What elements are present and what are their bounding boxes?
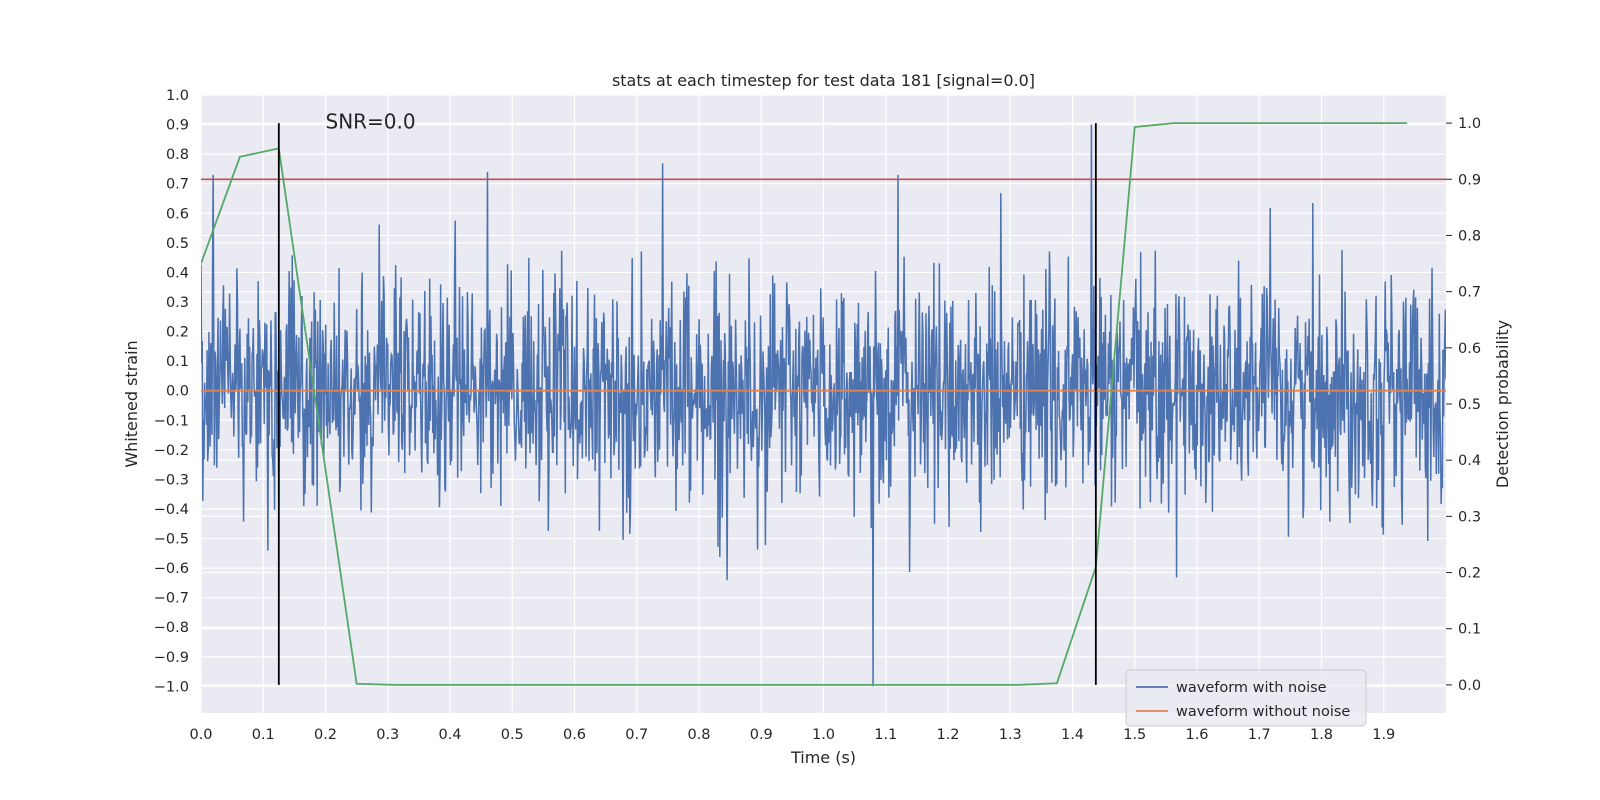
- series-detection-probability: [201, 122, 1408, 686]
- x-axis-ticks: 0.0 0.1 0.2 0.3 0.4 0.5 0.6 0.7 0.8 0.9 1.0 1.1 1.2 1…: [189, 727, 1395, 743]
- x-tick-label: 1.4: [1061, 727, 1084, 743]
- y-tick-label: −0.6: [154, 561, 189, 577]
- y2-tick-label: 0.6: [1458, 341, 1481, 357]
- y-tick-label: 0.6: [166, 206, 189, 222]
- y2-tick-label: 0.1: [1458, 622, 1481, 638]
- y2-axis-ticks: 1.0 0.9 0.8 0.7 0.6 0.5 0.4 0.3 0.2 0.1 0.0: [1446, 116, 1481, 694]
- markers-layer: [277, 123, 1097, 685]
- x-axis-label: Time (s): [790, 748, 856, 767]
- y-tick-label: −1.0: [154, 679, 189, 695]
- y2-tick-label: 0.7: [1458, 285, 1481, 301]
- y-tick-label: 0.8: [166, 147, 189, 163]
- x-tick-label: 1.9: [1372, 727, 1395, 743]
- x-tick-label: 0.4: [438, 727, 461, 743]
- y-tick-label: −0.3: [154, 472, 189, 488]
- y-axis-label: Whitened strain: [122, 340, 141, 467]
- x-tick-label: 0.7: [625, 727, 648, 743]
- y-tick-label: −0.5: [154, 532, 189, 548]
- x-tick-label: 0.1: [252, 727, 275, 743]
- y-tick-label: 0.1: [166, 354, 189, 370]
- x-tick-label: 1.2: [936, 727, 959, 743]
- y-tick-label: 0.3: [166, 295, 189, 311]
- x-tick-label: 0.9: [750, 727, 773, 743]
- y-tick-label: 0.5: [166, 236, 189, 252]
- legend-box: [1125, 669, 1367, 727]
- x-tick-label: 1.8: [1310, 727, 1333, 743]
- x-tick-label: 0.5: [501, 727, 524, 743]
- y-tick-label: 0.9: [166, 118, 189, 134]
- legend: waveform with noise waveform without nois…: [1125, 669, 1367, 727]
- chart-title: stats at each timestep for test data 181…: [612, 71, 1035, 90]
- y-tick-label: 0.4: [166, 265, 189, 281]
- y2-tick-label: 0.3: [1458, 509, 1481, 525]
- x-tick-label: 1.7: [1248, 727, 1271, 743]
- x-tick-label: 0.0: [189, 727, 212, 743]
- x-tick-label: 0.3: [376, 727, 399, 743]
- x-tick-label: 1.3: [999, 727, 1022, 743]
- y2-tick-label: 0.0: [1458, 678, 1481, 694]
- legend-label: waveform without noise: [1176, 704, 1350, 720]
- y2-axis-label: Detection probability: [1493, 320, 1512, 488]
- y-tick-label: −0.1: [154, 413, 189, 429]
- x-tick-label: 1.6: [1185, 727, 1208, 743]
- y-tick-label: 0.7: [166, 177, 189, 193]
- x-tick-label: 1.0: [812, 727, 835, 743]
- x-tick-label: 0.2: [314, 727, 337, 743]
- x-tick-label: 1.1: [874, 727, 897, 743]
- y2-tick-label: 0.2: [1458, 566, 1481, 582]
- y2-tick-label: 0.9: [1458, 172, 1481, 188]
- x-tick-label: 0.6: [563, 727, 586, 743]
- series-waveform-with-noise: [201, 124, 1446, 687]
- y-tick-label: −0.9: [154, 650, 189, 666]
- y-tick-label: −0.4: [154, 502, 189, 518]
- series-layer: [201, 122, 1446, 687]
- y2-tick-label: 1.0: [1458, 116, 1481, 132]
- y2-tick-label: 0.8: [1458, 228, 1481, 244]
- y-tick-label: −0.2: [154, 443, 189, 459]
- y-tick-label: −0.7: [154, 591, 189, 607]
- y-tick-label: 0.0: [166, 384, 189, 400]
- snr-annotation: SNR=0.0: [326, 110, 416, 134]
- y-tick-label: 0.2: [166, 325, 189, 341]
- y-axis-ticks: 1.0 0.9 0.8 0.7 0.6 0.5 0.4 0.3 0.2 0.1 0.0 −0.1 −0.…: [154, 88, 189, 695]
- y-tick-label: −0.8: [154, 620, 189, 636]
- y-tick-label: 1.0: [166, 88, 189, 104]
- y2-tick-label: 0.5: [1458, 397, 1481, 413]
- x-tick-label: 0.8: [687, 727, 710, 743]
- y2-tick-label: 0.4: [1458, 453, 1481, 469]
- legend-label: waveform with noise: [1176, 680, 1327, 696]
- x-tick-label: 1.5: [1123, 727, 1146, 743]
